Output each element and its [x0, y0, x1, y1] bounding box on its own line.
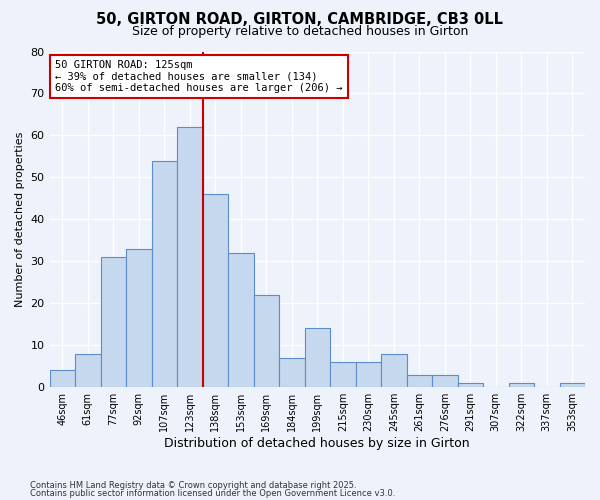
- Bar: [407, 374, 432, 387]
- Bar: [560, 383, 585, 387]
- Bar: [330, 362, 356, 387]
- Bar: [458, 383, 483, 387]
- Text: Size of property relative to detached houses in Girton: Size of property relative to detached ho…: [132, 25, 468, 38]
- Bar: [101, 257, 126, 387]
- Text: 50, GIRTON ROAD, GIRTON, CAMBRIDGE, CB3 0LL: 50, GIRTON ROAD, GIRTON, CAMBRIDGE, CB3 …: [97, 12, 503, 28]
- Bar: [432, 374, 458, 387]
- Text: 50 GIRTON ROAD: 125sqm
← 39% of detached houses are smaller (134)
60% of semi-de: 50 GIRTON ROAD: 125sqm ← 39% of detached…: [55, 60, 343, 93]
- Bar: [279, 358, 305, 387]
- Bar: [509, 383, 534, 387]
- Bar: [228, 253, 254, 387]
- Bar: [152, 160, 177, 387]
- Text: Contains HM Land Registry data © Crown copyright and database right 2025.: Contains HM Land Registry data © Crown c…: [30, 481, 356, 490]
- Bar: [305, 328, 330, 387]
- Text: Contains public sector information licensed under the Open Government Licence v3: Contains public sector information licen…: [30, 488, 395, 498]
- X-axis label: Distribution of detached houses by size in Girton: Distribution of detached houses by size …: [164, 437, 470, 450]
- Y-axis label: Number of detached properties: Number of detached properties: [15, 132, 25, 307]
- Bar: [50, 370, 75, 387]
- Bar: [381, 354, 407, 387]
- Bar: [126, 248, 152, 387]
- Bar: [75, 354, 101, 387]
- Bar: [177, 127, 203, 387]
- Bar: [203, 194, 228, 387]
- Bar: [356, 362, 381, 387]
- Bar: [254, 295, 279, 387]
